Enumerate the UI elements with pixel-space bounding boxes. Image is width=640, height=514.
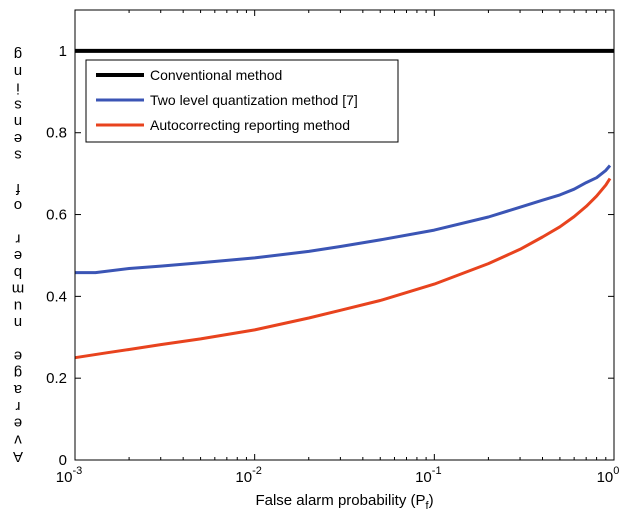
series-line-2	[75, 164, 612, 275]
x-axis-label-subscript: f	[426, 500, 430, 512]
y-axis-label-char: b	[14, 264, 22, 281]
legend-label-1: Conventional method	[150, 67, 282, 83]
x-axis-label-main: False alarm probability (P	[255, 492, 425, 509]
x-tick-label: 10-2	[235, 465, 261, 486]
axis-ticks: 0 0.2 0.4 0.6 0.8 1 10-3 10-2 10-1 100	[46, 10, 619, 486]
series-lines	[74, 48, 614, 360]
y-axis-label-char: s	[14, 147, 22, 164]
y-tick-label: 0.8	[46, 125, 67, 142]
y-axis-label-char: r	[16, 398, 21, 415]
y-axis-label-char: e	[14, 348, 22, 365]
x-tick-label: 100	[597, 465, 620, 486]
y-axis-label-char: g	[14, 46, 22, 63]
y-axis-label-char: i	[16, 80, 19, 97]
plot-frame	[74, 9, 615, 461]
y-axis-label-char: o	[14, 197, 22, 214]
y-axis-label-char: f	[15, 180, 20, 197]
y-axis-label-char: e	[14, 130, 22, 147]
x-axis-label-close: )	[429, 492, 434, 509]
y-tick-label: 0.4	[46, 288, 67, 305]
y-axis-label-char: v	[14, 431, 22, 448]
series-line-3	[74, 177, 612, 360]
y-axis-label-char: u	[14, 297, 22, 314]
y-tick-label: 0	[59, 452, 67, 469]
y-tick-label: 1	[59, 43, 67, 60]
y-tick-label: 0.6	[46, 207, 67, 224]
y-axis-label-char: e	[14, 415, 22, 432]
y-axis-label-char: r	[16, 230, 21, 247]
y-tick-label: 0.2	[46, 370, 67, 387]
x-axis-label: False alarm probability (Pf)	[255, 492, 433, 512]
y-axis-label-char: A	[13, 448, 23, 465]
legend-label-2: Two level quantization method [7]	[150, 92, 358, 108]
y-axis-label-char: m	[12, 281, 25, 298]
y-axis-label-char: e	[14, 247, 22, 264]
x-tick-label: 10-3	[56, 465, 82, 486]
x-tick-label: 10-1	[415, 465, 441, 486]
y-axis-label-char: s	[14, 96, 22, 113]
y-axis-label-char: n	[14, 113, 22, 130]
legend: Conventional method Two level quantizatio…	[85, 59, 399, 143]
y-axis-label-char: n	[14, 314, 22, 331]
y-axis-label-char: n	[14, 63, 22, 80]
legend-label-3: Autocorrecting reporting method	[150, 117, 350, 133]
y-axis-label-char: g	[14, 364, 22, 381]
y-axis-label-char: a	[13, 381, 22, 398]
